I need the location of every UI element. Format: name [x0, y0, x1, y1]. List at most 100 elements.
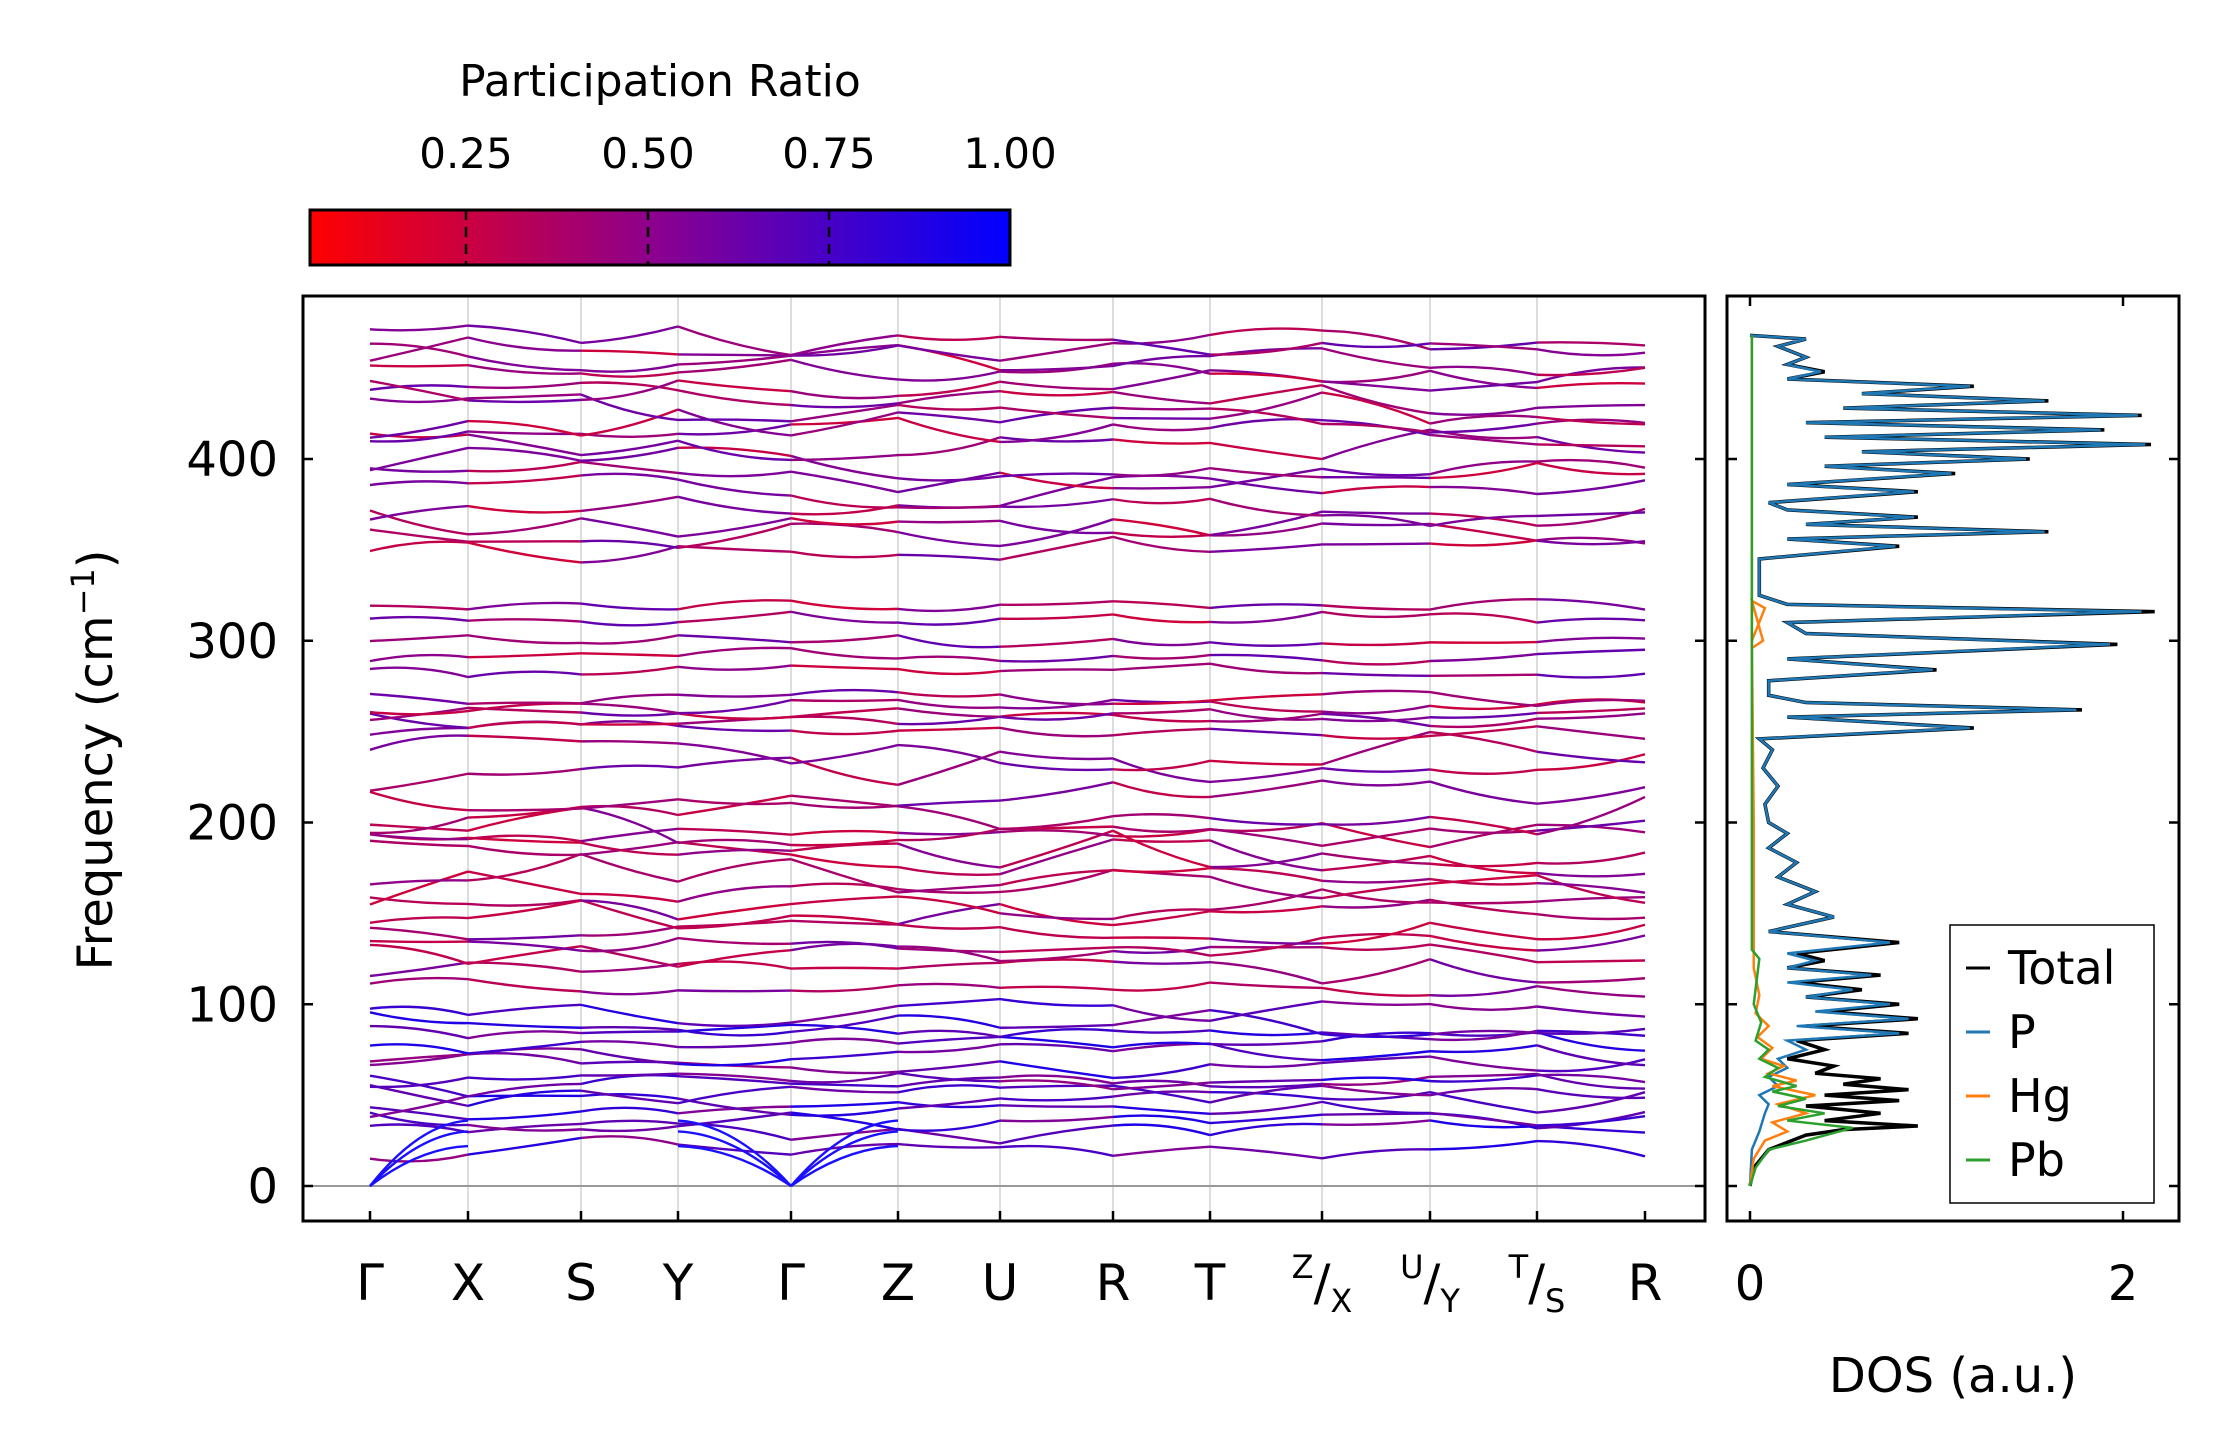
phonon-band-segment [1209, 839, 1323, 872]
phonon-band-segment [467, 844, 582, 857]
phonon-band-segment [1429, 539, 1538, 547]
phonon-band-segment [790, 599, 899, 611]
phonon-band-segment [790, 334, 899, 357]
phonon-band-segment [1429, 1086, 1538, 1097]
phonon-band-segment [1536, 1058, 1646, 1073]
phonon-band-segment [1536, 598, 1646, 611]
phonon-band-segment [1209, 708, 1323, 721]
phonon-band-segment [467, 398, 582, 404]
phonon-band-segment [1321, 641, 1431, 647]
phonon-band-segment [1536, 341, 1646, 347]
phonon-band-segment [999, 693, 1114, 706]
phonon-band-segment [790, 343, 899, 357]
phonon-band-segment [1209, 418, 1323, 430]
phonon-band-segment [897, 961, 1001, 970]
phonon-band-segment [580, 517, 679, 538]
phonon-band-segment [1429, 717, 1538, 729]
y-axis-label: Frequency (cm−1) [64, 549, 124, 970]
phonon-band-segment [1112, 945, 1211, 954]
phonon-band-segment [580, 1119, 679, 1126]
y-tick-label: 400 [186, 432, 278, 488]
acoustic-branch [369, 1130, 469, 1187]
phonon-band-segment [999, 712, 1114, 721]
phonon-band-segment [999, 1084, 1114, 1089]
phonon-band-segment [1321, 704, 1431, 715]
phonon-band-segment [1112, 1008, 1211, 1027]
phonon-band-segment [580, 1072, 679, 1077]
phonon-band-segment [467, 1003, 582, 1017]
phonon-band-segment [1112, 333, 1211, 345]
phonon-band-segment [790, 853, 899, 869]
phonon-band-segment [1536, 923, 1646, 941]
phonon-band-segment [790, 1082, 899, 1088]
phonon-band-segment [580, 722, 679, 726]
phonon-band-segment [580, 545, 679, 564]
y-axis-ticks: 0 100 200 300 400 [186, 432, 1705, 1215]
dos-x-axis-label: DOS (a.u.) [1829, 1348, 2077, 1404]
phonon-band-segment [1321, 877, 1431, 884]
phonon-band-segment [1112, 699, 1211, 706]
band-structure-panel: 0 100 200 300 400 Γ X S Y Γ Z U R T Z/X U/Y T/S R Freque… [64, 294, 1707, 1320]
phonon-band-segment [1321, 467, 1431, 477]
phonon-band-segment [1429, 522, 1538, 542]
phonon-band-segment [1321, 671, 1431, 677]
phonon-band-segment [897, 799, 1001, 807]
phonon-band-segment [1209, 866, 1323, 883]
phonon-band-segment [467, 446, 582, 462]
phonon-band-segment [369, 336, 469, 362]
phonon-band-segment [369, 939, 469, 944]
phonon-band-segment [369, 419, 469, 439]
phonon-band-segment [1112, 1004, 1211, 1022]
phonon-band-segment [897, 1142, 1001, 1149]
phonon-band-segment [1321, 767, 1431, 773]
phonon-band-segment [580, 702, 679, 715]
phonon-band-segment [677, 902, 792, 921]
phonon-band-segment [369, 615, 469, 622]
phonon-band-segment [369, 446, 469, 472]
phonon-band-segment [897, 691, 1001, 698]
phonon-band-segment [677, 1021, 792, 1028]
phonon-band-segment [1209, 937, 1323, 945]
phonon-band-segment [1112, 369, 1211, 391]
phonon-band-segment [1321, 659, 1431, 666]
kpoint-label: T [1194, 1254, 1226, 1312]
phonon-band-segment [1112, 1079, 1211, 1088]
phonon-band-segment [1321, 958, 1431, 985]
phonon-band-segment [897, 411, 1001, 424]
phonon-band-segment [677, 885, 792, 903]
phonon-band-segment [1536, 617, 1646, 624]
phonon-band-segment [580, 325, 679, 345]
phonon-band-segment [1536, 977, 1646, 984]
phonon-band-segment [580, 652, 679, 658]
phonon-band-segment [897, 334, 1001, 342]
phonon-band-segment [1321, 369, 1431, 384]
phonon-band-segment [897, 603, 1001, 613]
phonon-band-segment [897, 707, 1001, 718]
phonon-band-segment [467, 618, 582, 623]
phonon-band-segment [677, 408, 792, 437]
phonon-band-segment [1429, 900, 1538, 905]
phonon-band-segment [790, 942, 899, 952]
phonon-band-segment [790, 411, 899, 437]
phonon-band-segment [897, 887, 1001, 894]
phonon-band-segment [1112, 406, 1211, 411]
dos-x-tick-label: 2 [2108, 1256, 2139, 1312]
phonon-band-segment [999, 946, 1114, 954]
phonon-band-segment [1429, 1139, 1538, 1151]
phonon-band-segment [1112, 936, 1211, 940]
phonon-band-segment [1112, 1090, 1211, 1098]
phonon-band-segment [1429, 673, 1538, 677]
phonon-band-segment [580, 620, 679, 627]
phonon-band-segment [790, 984, 899, 993]
phonon-band-segment [1209, 1082, 1323, 1089]
phonon-band-segment [1321, 391, 1431, 425]
phonon-band-segment [1321, 476, 1431, 480]
phonon-band-segment [897, 997, 1001, 1008]
phonon-band-segment [1429, 612, 1538, 624]
phonon-band-segment [790, 1071, 899, 1084]
phonon-band-segment [369, 790, 469, 812]
phonon-band-segment [580, 1106, 679, 1115]
phonon-band-segment [1321, 921, 1431, 945]
dos-series-hg [1748, 335, 1816, 1187]
